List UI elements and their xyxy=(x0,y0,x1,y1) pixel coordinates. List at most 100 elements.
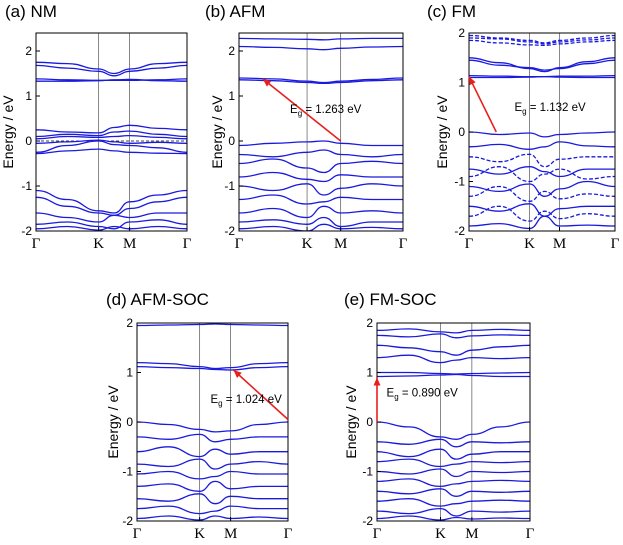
band-line xyxy=(137,505,288,515)
band-line xyxy=(239,140,403,147)
band-line xyxy=(469,39,615,47)
k-point-label: M xyxy=(465,526,478,542)
band-line xyxy=(377,507,530,517)
plot-frame xyxy=(35,32,188,232)
band-line xyxy=(377,478,530,488)
band-line xyxy=(137,480,288,492)
band-line xyxy=(36,225,187,231)
k-point-label: Γ xyxy=(373,526,382,542)
gap-subscript: g xyxy=(298,109,302,118)
k-point-label: Γ xyxy=(465,236,474,252)
y-tick-label: 2 xyxy=(126,316,133,330)
k-point-label: Γ xyxy=(399,236,408,252)
y-axis-label: Energy / eV xyxy=(209,95,225,169)
band-line xyxy=(239,223,403,231)
k-point-label: M xyxy=(224,526,237,542)
band-line xyxy=(36,219,187,230)
band-line xyxy=(239,183,403,196)
panel-2: (b) AFM Energy / eV -2 -1 0 1 2 Γ K M Γ Eg = 1.263 … xyxy=(205,2,408,252)
panel-title: (d) AFM-SOC xyxy=(106,290,209,309)
y-tick-label: -1 xyxy=(21,179,32,193)
band-line xyxy=(137,446,288,458)
bands xyxy=(36,61,187,231)
y-tick-label: 2 xyxy=(458,26,465,40)
gap-arrow-head xyxy=(233,370,242,378)
band-line xyxy=(239,149,403,158)
band-line xyxy=(469,75,615,79)
gap-symbol: E xyxy=(387,387,395,399)
band-line xyxy=(239,79,403,85)
band-line xyxy=(137,365,288,371)
band-line xyxy=(469,37,615,45)
band-line xyxy=(469,141,615,150)
k-point-label: Γ xyxy=(183,236,192,252)
gap-value: = 1.263 eV xyxy=(302,104,361,116)
k-point-label: K xyxy=(93,236,104,252)
y-tick-label: 2 xyxy=(366,316,373,330)
y-tick-label: 2 xyxy=(228,44,235,58)
band-line xyxy=(469,205,615,222)
band-line xyxy=(239,77,403,84)
panel-title: (a) NM xyxy=(5,2,57,21)
band-line xyxy=(377,448,530,460)
band-line xyxy=(469,185,615,202)
k-point-label: K xyxy=(302,236,313,252)
band-line xyxy=(239,158,403,174)
band-line xyxy=(36,148,187,155)
y-axis-label: Energy / eV xyxy=(343,385,359,459)
gap-symbol: E xyxy=(210,394,218,406)
k-point-label: K xyxy=(435,526,446,542)
gap-symbol: E xyxy=(514,102,522,114)
band-gap-label: Eg = 1.024 eV xyxy=(210,394,282,408)
band-line xyxy=(36,64,187,77)
bands xyxy=(239,37,403,231)
k-point-label: Γ xyxy=(284,526,293,542)
band-line xyxy=(239,205,403,219)
y-axis-label: Energy / eV xyxy=(0,95,16,169)
band-line xyxy=(377,328,530,334)
band-line xyxy=(377,488,530,497)
plot-frame xyxy=(136,322,289,522)
band-line xyxy=(137,433,288,443)
band-line xyxy=(377,333,530,339)
bands xyxy=(137,323,288,521)
band-line xyxy=(377,458,530,468)
band-line xyxy=(469,131,615,138)
k-point-label: Γ xyxy=(611,236,620,252)
band-line xyxy=(239,171,403,183)
y-tick-label: 0 xyxy=(366,415,373,429)
panel-title: (b) AFM xyxy=(205,2,265,21)
gap-arrow-head xyxy=(469,76,476,86)
k-point-label: Γ xyxy=(32,236,41,252)
plot-frame xyxy=(238,32,404,232)
band-line xyxy=(137,515,288,521)
band-line xyxy=(36,139,187,144)
band-gap-label: Eg = 0.890 eV xyxy=(387,387,459,401)
gap-value: = 0.890 eV xyxy=(399,387,458,399)
band-line xyxy=(377,438,530,448)
gap-arrow xyxy=(232,369,289,421)
y-tick-label: 0 xyxy=(458,125,465,139)
k-point-label: Γ xyxy=(526,526,535,542)
band-gap-label: Eg = 1.132 eV xyxy=(514,102,586,116)
band-line xyxy=(36,212,187,223)
band-line xyxy=(377,421,530,440)
k-point-label: Γ xyxy=(133,526,142,542)
k-point-label: K xyxy=(524,236,535,252)
band-line xyxy=(469,203,615,217)
bands xyxy=(469,34,615,230)
y-tick-label: 2 xyxy=(25,44,32,58)
band-line xyxy=(469,34,615,44)
band-line xyxy=(469,153,615,168)
band-line xyxy=(36,61,187,75)
y-tick-label: -2 xyxy=(224,224,235,238)
y-tick-label: 1 xyxy=(458,76,465,90)
band-line xyxy=(377,498,530,507)
y-tick-label: -1 xyxy=(122,465,133,479)
band-line xyxy=(469,166,615,183)
y-tick-label: 1 xyxy=(228,89,235,103)
band-line xyxy=(469,215,615,230)
gap-subscript: g xyxy=(218,399,222,408)
band-line xyxy=(469,180,615,197)
band-line xyxy=(377,468,530,478)
